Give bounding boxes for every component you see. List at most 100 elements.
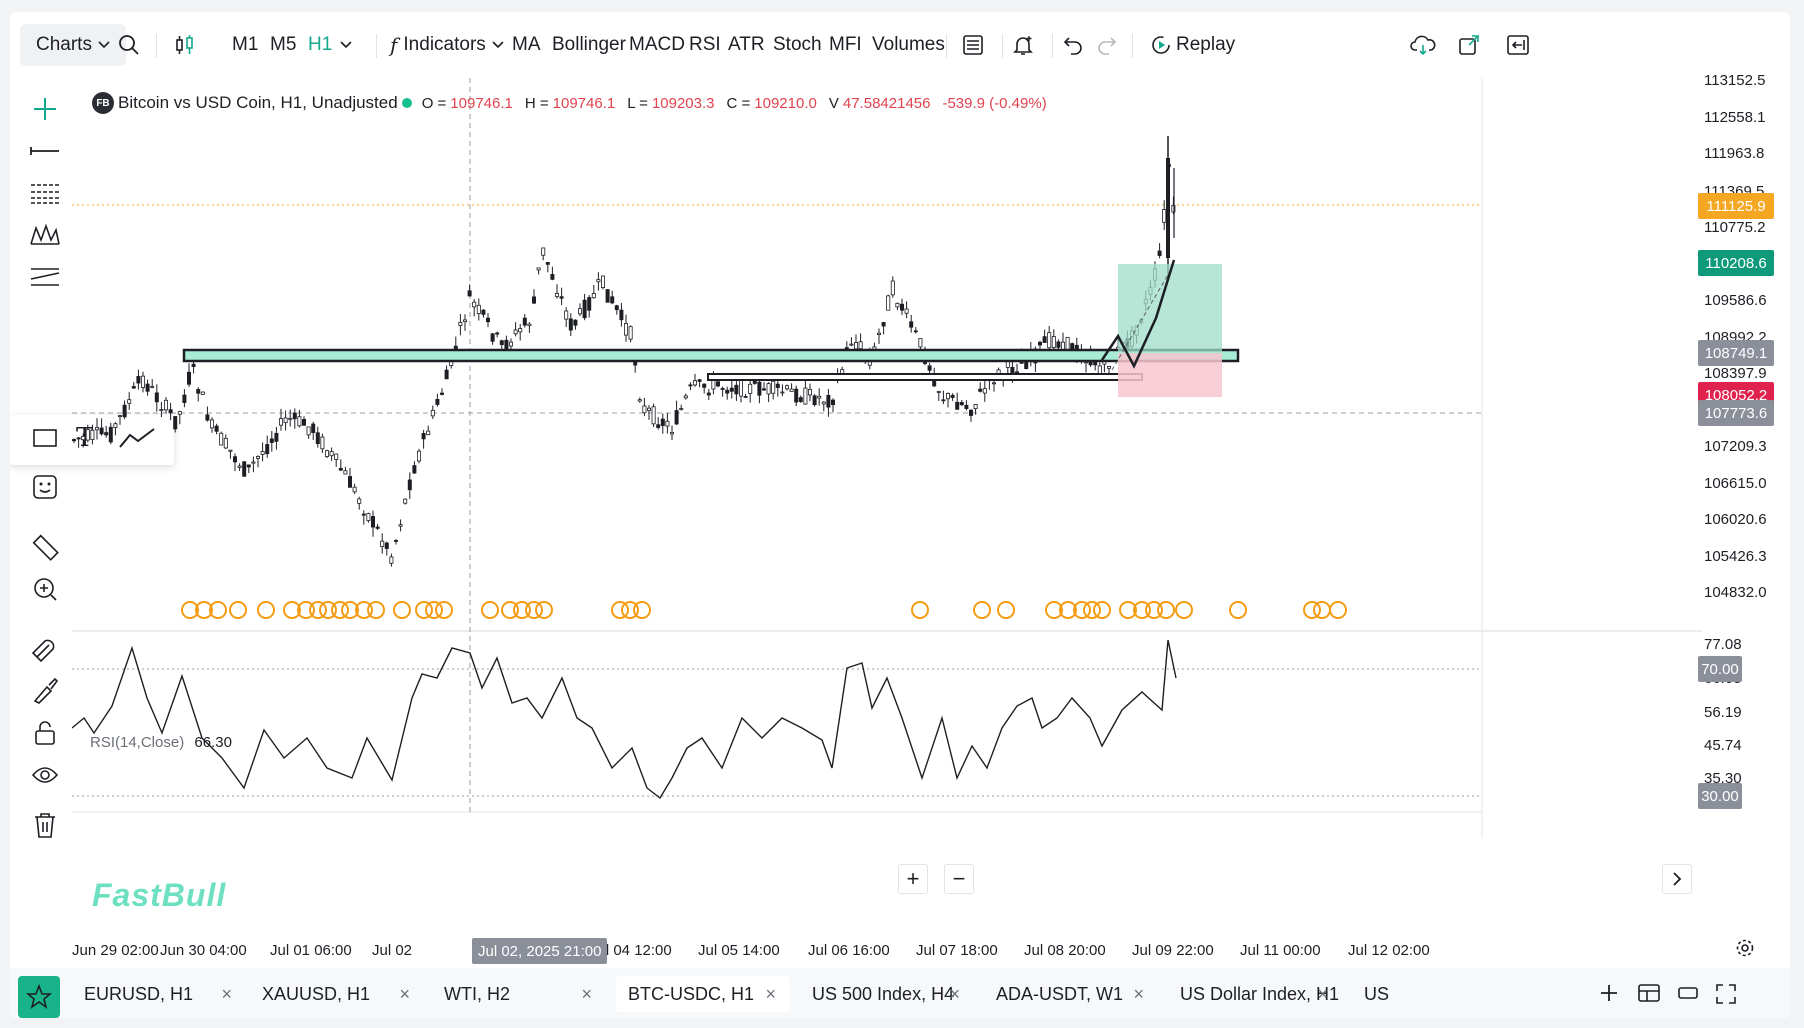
close-tab-icon[interactable]: × [399, 983, 410, 1004]
close-tab-icon[interactable]: × [1133, 983, 1144, 1004]
symbol-tab[interactable]: EURUSD, H1 × [72, 976, 246, 1012]
candle-body [559, 296, 564, 299]
indicator-ma[interactable]: MA [512, 29, 541, 61]
symbol-tab[interactable]: US 500 Index, H4 × [800, 976, 974, 1012]
candle-body [886, 295, 891, 311]
symbol-tab[interactable]: WTI, H2 × [432, 976, 606, 1012]
fib-tool[interactable] [26, 174, 64, 212]
symbol-title[interactable]: Bitcoin vs USD Coin, H1, Unadjusted [118, 93, 398, 112]
chevron-down-icon [492, 41, 504, 49]
timeframe-m5[interactable]: M5 [270, 29, 296, 61]
price-chart[interactable] [72, 78, 1702, 928]
candle-body [536, 267, 541, 271]
close-tab-icon[interactable]: × [221, 983, 232, 1004]
open-label: O = [421, 94, 447, 112]
candle-body [357, 498, 362, 504]
close-tab-icon[interactable]: × [949, 983, 960, 1004]
window-button[interactable] [1678, 984, 1698, 1007]
ruler-tool[interactable] [26, 528, 64, 566]
symbol-tab[interactable]: US [1352, 976, 1392, 1012]
candlestick-icon [174, 34, 196, 56]
redo-button[interactable] [1096, 29, 1118, 61]
candle-body [1010, 367, 1015, 374]
settings-button[interactable] [1735, 938, 1755, 963]
close-tab-icon[interactable]: × [581, 983, 592, 1004]
time-axis-label: Jun 29 02:00 [72, 942, 159, 959]
symbol-tab-label: US 500 Index, H4 [812, 983, 955, 1004]
close-tab-icon[interactable]: × [765, 983, 776, 1004]
position-path [1111, 267, 1173, 371]
candle-body [964, 404, 969, 409]
chart-type-button[interactable] [174, 29, 196, 61]
rsi-tag-lower: 30.00 [1698, 783, 1742, 809]
undo-button[interactable] [1062, 29, 1084, 61]
charts-dropdown[interactable]: Charts [20, 24, 126, 66]
timeframe-h1[interactable]: H1 [308, 29, 332, 61]
chevron-down-icon [98, 41, 110, 49]
timeframe-more-button[interactable] [340, 29, 352, 61]
volume-value: 47.58421456 [842, 94, 931, 112]
favorites-button[interactable] [18, 976, 60, 1018]
split-layout-button[interactable] [1638, 984, 1660, 1007]
emoji-tool[interactable] [26, 468, 64, 506]
trash-icon [33, 811, 57, 839]
replay-button[interactable]: Replay [1150, 29, 1235, 61]
symbol-tab[interactable]: XAUUSD, H1 × [250, 976, 424, 1012]
zoom-tool[interactable] [26, 570, 64, 608]
line-tool[interactable] [26, 132, 64, 170]
indicator-mfi[interactable]: MFI [829, 29, 862, 61]
magnet-tool[interactable] [26, 630, 64, 668]
event-icon [319, 601, 337, 619]
candle-body [1051, 336, 1056, 348]
exit-fullscreen-button[interactable] [1506, 29, 1530, 61]
candle-body [265, 444, 270, 455]
event-icon [229, 601, 247, 619]
cloud-sync-button[interactable] [1410, 29, 1436, 61]
symbol-tab[interactable]: BTC-USDC, H1 × [616, 976, 790, 1012]
symbol-tab[interactable]: US Dollar Index, H1 × [1168, 976, 1342, 1012]
fullscreen-button[interactable] [1716, 984, 1736, 1009]
indicators-label: Indicators [403, 34, 486, 55]
crosshair-tool[interactable] [26, 90, 64, 128]
indicator-bollinger[interactable]: Bollinger [552, 29, 626, 61]
pattern-tool[interactable] [26, 216, 64, 254]
indicators-button[interactable]: f Indicators [390, 29, 504, 61]
search-button[interactable] [118, 29, 140, 61]
candle-body [775, 383, 780, 388]
zoom-out-button[interactable]: − [944, 864, 974, 894]
indicator-rsi[interactable]: RSI [689, 29, 721, 61]
candle-body [642, 405, 647, 414]
indicator-atr[interactable]: ATR [728, 29, 765, 61]
lock-tool[interactable] [26, 714, 64, 752]
indicator-volumes[interactable]: Volumes [872, 29, 945, 61]
scroll-right-button[interactable] [1662, 864, 1692, 894]
channel-tool[interactable] [26, 258, 64, 296]
brush-tool[interactable] [26, 672, 64, 710]
indicator-bollinger-label: Bollinger [552, 34, 626, 55]
rsi-label[interactable]: RSI(14,Close) [90, 734, 185, 751]
event-icon [425, 601, 443, 619]
candle-body [522, 317, 527, 326]
chart-area[interactable] [72, 78, 1702, 928]
layout-button[interactable] [962, 29, 984, 61]
visibility-tool[interactable] [26, 756, 64, 794]
trend-path-icon[interactable] [118, 427, 156, 449]
alert-button[interactable] [1012, 29, 1034, 61]
indicator-stoch[interactable]: Stoch [773, 29, 822, 61]
rectangle-icon[interactable] [32, 427, 58, 449]
candle-body [959, 402, 964, 406]
zoom-in-button[interactable]: + [898, 864, 928, 894]
timeframe-m5-label: M5 [270, 34, 297, 55]
event-icon [1303, 601, 1321, 619]
candle-body [771, 380, 776, 394]
indicator-macd[interactable]: MACD [629, 29, 685, 61]
close-tab-icon[interactable]: × [1317, 983, 1328, 1004]
delete-tool[interactable] [26, 806, 64, 844]
channel-icon [30, 266, 60, 288]
symbol-tab[interactable]: ADA-USDT, W1 × [984, 976, 1158, 1012]
share-button[interactable] [1458, 29, 1480, 61]
candle-body [389, 556, 394, 564]
timeframe-m1[interactable]: M1 [232, 29, 258, 61]
candle-body [743, 396, 748, 398]
add-tab-button[interactable] [1600, 984, 1618, 1007]
